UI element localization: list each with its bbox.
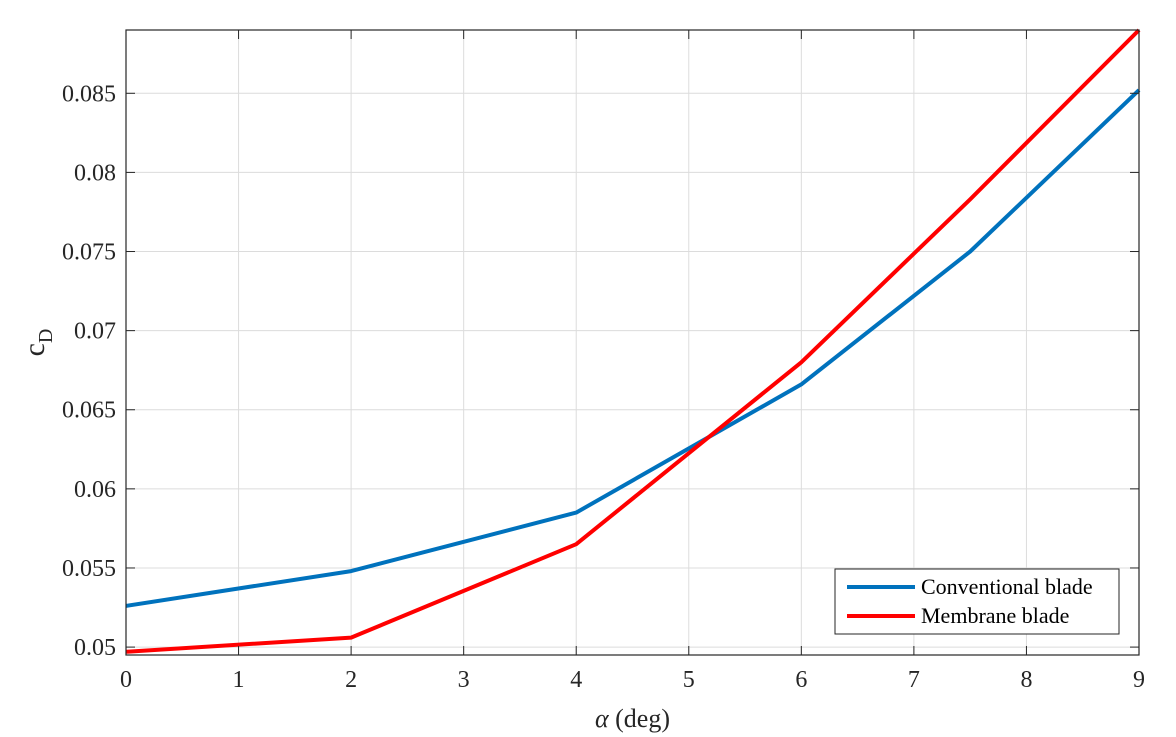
x-axis-label-symbol: α [595, 704, 610, 733]
x-tick-label: 8 [1020, 667, 1032, 693]
x-tick-label: 3 [458, 667, 470, 693]
legend-label-2: Membrane blade [921, 603, 1069, 628]
x-axis-label-unit: (deg) [609, 704, 670, 733]
legend: Conventional blade Membrane blade [834, 568, 1120, 635]
series-lines [125, 28, 1141, 654]
x-tick-label: 4 [570, 667, 582, 693]
x-tick-label: 5 [683, 667, 695, 693]
y-tick-label: 0.065 [62, 398, 116, 424]
x-tick-label: 7 [908, 667, 920, 693]
y-axis-label: cD [18, 329, 57, 357]
x-tick-label: 9 [1133, 667, 1145, 693]
x-tick-labels: 0 1 2 3 4 5 6 7 8 9 [120, 667, 1145, 693]
y-tick-label: 0.08 [74, 160, 116, 186]
y-tick-label: 0.05 [74, 635, 116, 661]
y-axis-label-subscript: D [35, 329, 57, 343]
y-axis-label-main: c [18, 343, 51, 356]
y-tick-label: 0.06 [74, 477, 116, 503]
y-tick-label: 0.07 [74, 319, 116, 345]
x-tick-label: 0 [120, 667, 132, 693]
x-tick-label: 1 [233, 667, 245, 693]
y-tick-labels: 0.05 0.055 0.06 0.065 0.07 0.075 0.08 0.085 [62, 81, 116, 661]
series-line-1 [125, 88, 1141, 608]
series-line-2 [125, 28, 1141, 654]
legend-box [834, 568, 1120, 635]
y-tick-label: 0.055 [62, 556, 116, 582]
legend-label-1: Conventional blade [921, 574, 1093, 599]
plot-frame [125, 29, 1140, 656]
y-tick-label: 0.075 [62, 240, 116, 266]
grid [125, 30, 1140, 655]
x-axis-label: α (deg) [595, 704, 670, 733]
y-tick-label: 0.085 [62, 81, 116, 107]
x-tick-label: 2 [345, 667, 357, 693]
x-tick-label: 6 [795, 667, 807, 693]
axis-ticks [125, 30, 1140, 655]
